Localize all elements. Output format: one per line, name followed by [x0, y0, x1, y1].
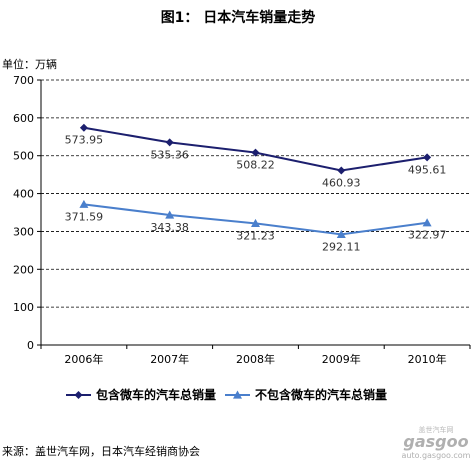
chart-title: 图1： 日本汽车销量走势: [161, 9, 316, 26]
legend: 包含微车的汽车总销量 不包含微车的汽车总销量: [66, 387, 387, 402]
x-tick-label: 2007年: [150, 352, 189, 366]
data-label: 535.36: [150, 148, 189, 161]
data-label: 508.22: [236, 159, 275, 172]
x-tick-label: 2008年: [236, 352, 275, 366]
y-tick-label: 300: [13, 225, 34, 238]
y-tick-label: 700: [13, 74, 34, 87]
legend-item-2: 不包含微车的汽车总销量: [225, 387, 387, 402]
legend-marker: [74, 391, 83, 399]
data-point: [79, 199, 89, 208]
legend-marker: [233, 390, 242, 399]
watermark-text-cn: 盖世汽车网: [419, 425, 454, 434]
data-point: [422, 218, 432, 227]
axes: [40, 80, 470, 346]
data-label: 322.97: [408, 229, 447, 242]
watermark-text-brand: gasgoo: [403, 432, 468, 451]
data-point: [79, 123, 88, 132]
data-label: 321.23: [236, 229, 275, 242]
grid-lines: [41, 79, 470, 308]
watermark-text-url: auto.gasgoo.com: [402, 451, 471, 460]
watermark-logo: 盖世汽车网 gasgoo auto.gasgoo.com: [402, 425, 471, 460]
x-axis-ticks: 2006年 2007年 2008年 2009年 2010年: [40, 345, 471, 366]
y-axis-ticks: 0 100 200 300 400 500 600 700: [13, 74, 41, 352]
x-tick-label: 2010年: [408, 352, 447, 366]
data-point: [251, 218, 260, 227]
x-tick-label: 2006年: [64, 352, 103, 366]
data-point: [336, 229, 346, 239]
data-label: 292.11: [322, 240, 361, 253]
series-1: 573.95 535.36 508.22 460.93 495.61: [65, 123, 447, 190]
data-point: [251, 148, 260, 157]
y-tick-label: 100: [13, 301, 34, 314]
series-group: 573.95 535.36 508.22 460.93 495.61 371.59 343.…: [65, 123, 447, 253]
legend-label: 不包含微车的汽车总销量: [255, 387, 387, 402]
legend-item-1: 包含微车的汽车总销量: [66, 387, 216, 402]
data-point: [165, 210, 175, 219]
source-note: 来源：盖世汽车网，日本汽车经销商协会: [2, 444, 200, 458]
y-tick-label: 400: [13, 188, 34, 201]
x-tick-label: 2009年: [322, 352, 361, 366]
y-tick-label: 200: [13, 263, 34, 276]
unit-label: 单位：万辆: [2, 57, 57, 71]
data-label: 573.95: [65, 134, 104, 147]
y-tick-label: 0: [27, 339, 34, 352]
data-label: 371.59: [65, 210, 104, 223]
legend-label: 包含微车的汽车总销量: [95, 387, 216, 402]
data-point: [337, 166, 346, 175]
data-label: 343.38: [150, 221, 189, 234]
y-tick-label: 600: [13, 112, 34, 125]
data-point: [165, 138, 174, 147]
series-2: 371.59 343.38 321.23 292.11 322.97: [65, 199, 447, 253]
y-tick-label: 500: [13, 150, 34, 163]
data-label: 495.61: [408, 163, 447, 176]
data-point: [423, 153, 432, 162]
data-label: 460.93: [322, 177, 361, 190]
